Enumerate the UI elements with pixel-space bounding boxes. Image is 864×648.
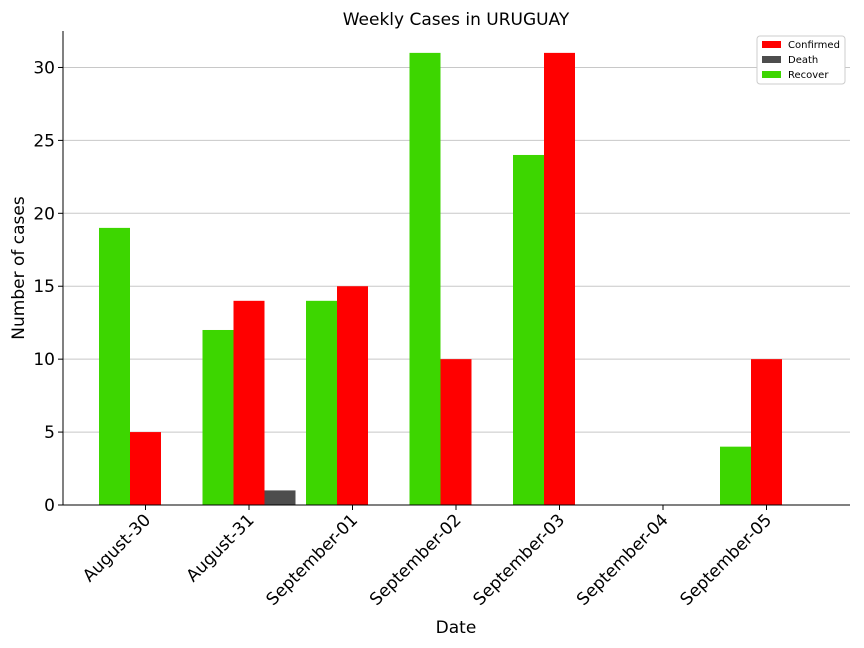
legend-swatch-death [762, 56, 781, 63]
y-tick-label: 5 [44, 423, 55, 443]
y-ticks: 0 5 10 15 20 25 30 [33, 58, 63, 516]
grid-lines [63, 66, 850, 433]
bar-recover [306, 300, 337, 505]
x-tick-label: August-31 [183, 510, 259, 586]
legend-label-death: Death [788, 55, 818, 66]
x-tick-label: September-04 [573, 510, 672, 609]
y-axis-label: Number of cases [9, 196, 29, 340]
y-tick-label: 0 [44, 496, 55, 516]
y-tick-label: 10 [33, 350, 55, 370]
legend-swatch-confirmed [762, 41, 781, 48]
bar-confirmed [751, 359, 782, 505]
legend-swatch-recover [762, 71, 781, 78]
x-tick-label: September-03 [470, 510, 569, 609]
legend: Confirmed Death Recover [756, 35, 846, 85]
x-tick-label: August-30 [79, 510, 155, 586]
x-axis-label: Date [436, 618, 477, 638]
bar-recover [720, 446, 751, 505]
bar-confirmed [130, 432, 161, 505]
bar-recover [99, 227, 130, 505]
y-tick-label: 20 [33, 204, 55, 224]
bar-recover [202, 329, 234, 505]
legend-label-recover: Recover [788, 70, 829, 81]
bar-confirmed [337, 286, 368, 505]
legend-label-confirmed: Confirmed [788, 40, 840, 51]
y-tick-label: 30 [33, 58, 55, 78]
x-tick-label: September-01 [263, 510, 362, 609]
x-ticks: August-30 August-31 September-01 September-… [79, 505, 776, 610]
y-tick-label: 25 [33, 131, 55, 151]
bar-confirmed [440, 359, 472, 505]
y-tick-label: 15 [33, 277, 55, 297]
bar-confirmed [233, 300, 265, 505]
bar-recover [409, 52, 441, 505]
chart-title: Weekly Cases in URUGUAY [343, 10, 570, 30]
bar-death [264, 490, 296, 505]
bars [99, 52, 782, 505]
bar-recover [513, 154, 544, 505]
x-tick-label: September-02 [366, 510, 465, 609]
bar-confirmed [544, 52, 575, 505]
x-tick-label: September-05 [677, 510, 776, 609]
